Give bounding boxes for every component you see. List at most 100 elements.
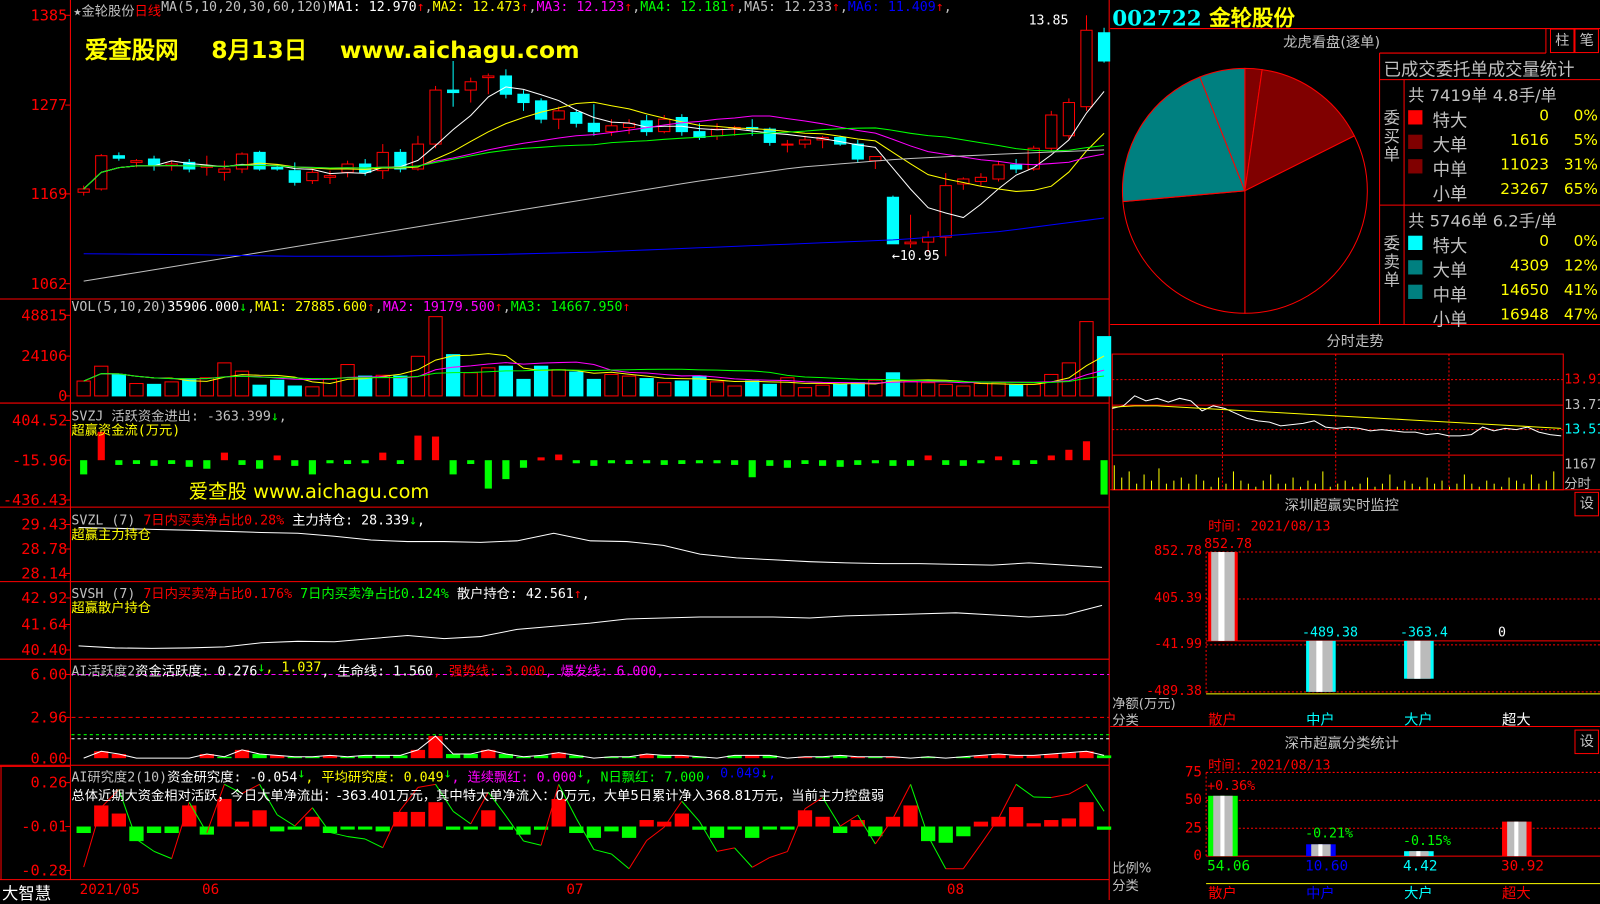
order-volume: 4309	[1490, 256, 1549, 274]
watermark-2: 爱查股 www.aichagu.com	[189, 477, 430, 505]
intraday-avg-line	[1112, 406, 1561, 428]
fund-flow-bar	[538, 457, 545, 460]
research-bar	[393, 812, 407, 827]
order-volume: 0	[1490, 232, 1549, 250]
fund-flow-bar	[238, 460, 245, 465]
candle	[430, 90, 441, 144]
candle	[272, 167, 283, 169]
classify-y-tick: 25	[1163, 820, 1202, 836]
research-bar	[464, 827, 478, 830]
ai1-values: 资金活跃度: 0.276↓, 1.037, 生命线: 1.560, 强势线: 3…	[135, 660, 664, 679]
separator: ,	[247, 300, 255, 315]
monitor-x-axis-label: 分类	[1112, 709, 1139, 728]
separator: ,	[425, 0, 433, 19]
volume-bar	[429, 317, 442, 396]
order-type: 特大	[1433, 232, 1468, 258]
down-arrow-icon: ↓	[257, 660, 265, 679]
indicator-value: , N日飘红: 7.000	[584, 766, 704, 785]
side-label: 委买单	[1384, 109, 1402, 164]
volume-bar	[446, 355, 459, 396]
research-bar	[481, 810, 495, 826]
y-tick: 28.14	[21, 564, 67, 582]
fund-flow-bar	[942, 460, 949, 465]
candle	[1098, 33, 1109, 61]
fund-flow-bar	[291, 460, 298, 466]
candle	[324, 176, 335, 178]
candle	[113, 156, 124, 158]
up-arrow-icon: ↑	[832, 0, 840, 19]
candle	[131, 161, 142, 163]
candle	[1046, 115, 1057, 148]
up-arrow-icon: ↑	[417, 0, 425, 19]
stock-code: 002722	[1112, 5, 1201, 31]
volume-bar	[798, 388, 811, 396]
candle	[993, 165, 1004, 179]
separator: ,	[528, 0, 536, 19]
svzl-subtitle: 超赢主力持仓	[71, 523, 151, 542]
svzl-ratio: 7日内买卖净占比0.28%	[143, 513, 284, 528]
candle	[1063, 103, 1074, 136]
y-tick: 1385	[30, 6, 67, 24]
candle	[905, 242, 916, 244]
longhu-title: 龙虎看盘(逐单)	[1112, 32, 1551, 52]
monitor-settings-button[interactable]: 设	[1574, 492, 1598, 516]
fund-flow-bar	[150, 460, 157, 466]
research-bar	[428, 802, 442, 826]
volume-bar	[939, 384, 952, 396]
monitor-title: 深圳超赢实时监控	[1112, 495, 1571, 515]
research-bar	[833, 827, 847, 833]
research-bar	[939, 827, 953, 843]
ma-value: MA5: 12.233	[744, 0, 832, 19]
research-bar	[376, 827, 390, 832]
order-percent: 12%	[1553, 256, 1598, 274]
vol-value: MA2: 19179.500	[383, 300, 495, 315]
volume-bar	[1009, 385, 1022, 396]
intraday-frame	[1112, 354, 1563, 490]
research-bar	[1044, 820, 1058, 826]
period-label[interactable]: 日线	[135, 0, 162, 19]
research-bar	[340, 827, 354, 830]
volume-bar	[165, 382, 178, 396]
candle	[307, 172, 318, 180]
svsh-hold: 散户持仓: 42.561	[457, 587, 574, 602]
activity-bar	[446, 754, 460, 758]
bar-view-button[interactable]: 柱	[1550, 29, 1574, 53]
intraday-title[interactable]: 分时走势	[1112, 331, 1598, 351]
main-chart-header: ★金轮股份 日线 MA(5,10,20,30,60,120) MA1: 12.9…	[73, 0, 951, 19]
y-tick: -436.43	[3, 491, 68, 509]
volume-bar	[922, 383, 935, 396]
volume-bar	[1080, 322, 1093, 396]
fund-flow-bar	[274, 455, 281, 460]
research-line	[963, 844, 981, 869]
volume-bar	[183, 379, 196, 396]
vol-value: MA3: 14667.950	[511, 300, 623, 315]
research-line	[629, 840, 647, 868]
pen-view-button[interactable]: 笔	[1574, 29, 1598, 53]
fund-flow-bar	[573, 460, 580, 463]
monitor-category: 大户	[1404, 709, 1433, 729]
order-summary: 共 5746单 6.2手/单	[1408, 207, 1557, 231]
volume-bar	[112, 374, 125, 395]
research-bar	[499, 827, 513, 830]
volume-bar	[1027, 384, 1040, 396]
classify-value: 30.92	[1501, 858, 1544, 874]
classify-time: 时间: 2021/08/13	[1208, 754, 1330, 773]
research-line	[524, 841, 542, 845]
volume-bar	[816, 385, 829, 396]
brand-label: 大智慧	[2, 880, 51, 904]
research-bar	[1027, 823, 1041, 826]
up-arrow-icon: ↑	[367, 300, 375, 315]
fund-flow-bar	[837, 460, 844, 467]
candle	[588, 123, 599, 131]
research-bar	[446, 827, 460, 830]
fund-flow-bar	[1030, 460, 1037, 464]
classify-settings-button[interactable]: 设	[1574, 730, 1598, 754]
candle	[799, 140, 810, 144]
y-tick: -0.01	[21, 817, 67, 835]
research-line	[1016, 784, 1034, 797]
fund-flow-bar	[625, 460, 632, 464]
fund-flow-bar	[379, 453, 386, 461]
y-tick: 0.00	[30, 749, 67, 767]
